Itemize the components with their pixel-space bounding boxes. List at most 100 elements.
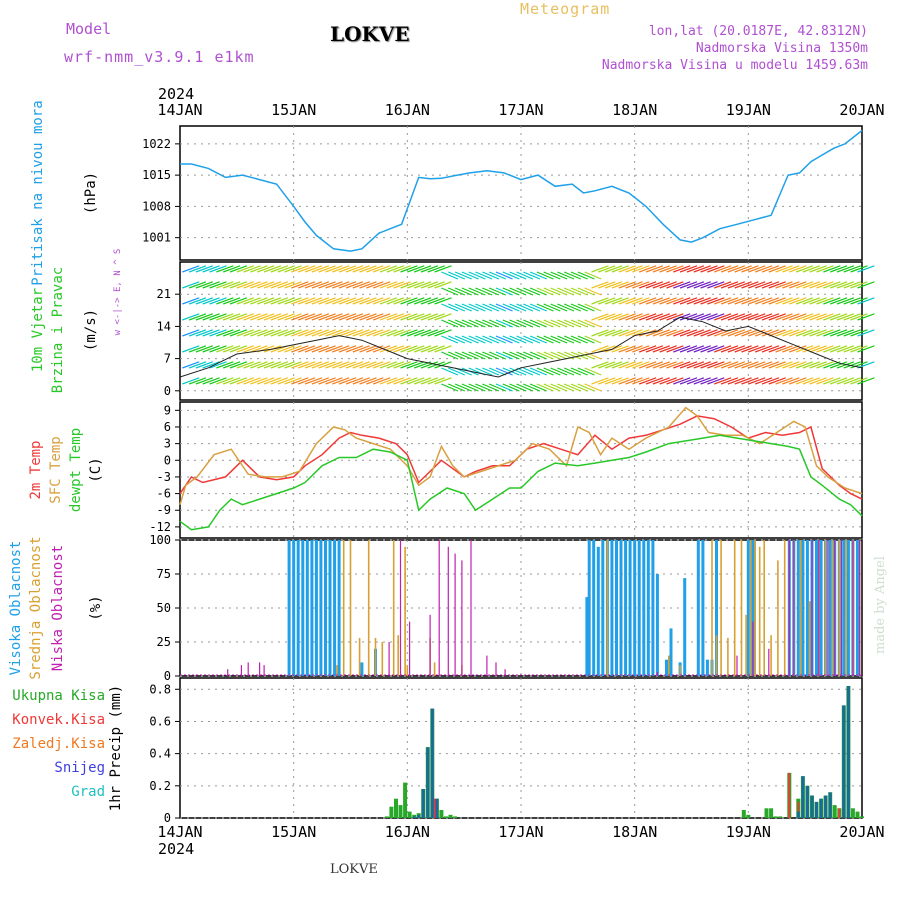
low-cloud-bar	[438, 540, 440, 676]
wind-arrow	[577, 383, 595, 392]
wind-arrow	[427, 265, 445, 273]
high-cloud-bar	[828, 540, 832, 676]
wind-arrow	[516, 303, 534, 312]
wind-arrow	[748, 361, 766, 369]
wind-arrow	[543, 287, 561, 296]
wind-arrow	[618, 313, 636, 321]
mid-cloud-bar	[381, 642, 384, 676]
x-date-label-top: 20JAN	[839, 101, 884, 119]
wind-arrow	[188, 361, 207, 369]
wind-arrow	[270, 281, 289, 289]
low-cloud-bar	[247, 662, 249, 676]
wind-arrow	[720, 361, 739, 369]
wind-arrow	[427, 297, 445, 305]
wind-arrow	[679, 281, 698, 289]
y-tick-label: 0.4	[149, 747, 171, 761]
mid-cloud-bar	[758, 546, 761, 676]
wind-arrow	[857, 329, 875, 337]
wind-arrow	[823, 329, 841, 337]
wind-arrow	[222, 361, 241, 369]
wind-arrow	[311, 265, 330, 273]
high-cloud-bar	[751, 540, 755, 676]
wind-arrow	[202, 345, 220, 353]
wind-arrow	[645, 297, 664, 305]
wind-arrow	[359, 281, 377, 289]
wind-arrow	[393, 265, 411, 273]
wind-arrow	[618, 361, 636, 369]
precip-total-bar	[389, 806, 394, 818]
mid-cloud-bar	[342, 540, 345, 676]
mid-cloud-bar	[763, 540, 765, 676]
wind-arrow	[679, 361, 698, 369]
wind-arrow	[673, 313, 691, 321]
x-date-label-bottom: 14JAN	[157, 823, 202, 841]
wind-arrow	[843, 329, 861, 337]
wind-arrow	[502, 351, 520, 360]
wind-arrow	[761, 313, 780, 321]
wind-arrow	[529, 383, 547, 392]
wind-arrow	[734, 329, 752, 337]
low-cloud-bar	[811, 540, 813, 676]
precip-total-bar	[855, 811, 860, 818]
wind-arrow	[379, 361, 398, 369]
wind-arrow	[338, 297, 357, 305]
wind-arrow	[795, 297, 814, 305]
wind-arrow	[441, 335, 459, 344]
wind-arrow	[318, 361, 336, 369]
wind-arrow	[768, 329, 786, 337]
wind-arrow	[257, 281, 275, 289]
wind-arrow	[229, 297, 248, 305]
wind-arrow	[386, 361, 405, 369]
y-tick-label: 0.8	[149, 682, 171, 696]
wind-arrow	[345, 329, 364, 337]
wind-arrow	[686, 281, 705, 289]
wind-arrow	[413, 345, 432, 353]
wind-arrow	[713, 265, 732, 273]
wind-arrow	[850, 345, 868, 353]
precip-snow-bar	[842, 705, 846, 818]
wind-arrow	[782, 297, 800, 305]
wind-arrow	[257, 297, 275, 305]
mid-cloud-bar	[754, 540, 756, 676]
low-cloud-bar	[859, 540, 861, 676]
wind-arrow	[789, 313, 807, 321]
wind-arrow	[625, 361, 643, 369]
wind-arrow	[325, 345, 343, 353]
wind-arrow	[284, 345, 302, 353]
wind-arrow	[250, 377, 268, 385]
wind-arrow	[475, 271, 493, 280]
wind-arrow	[543, 383, 561, 392]
wind-arrow	[543, 335, 561, 344]
wind-arrow	[741, 313, 759, 321]
wind-arrow	[345, 377, 364, 385]
wind-arrow	[352, 345, 370, 353]
wind-arrow	[195, 313, 214, 321]
wind-arrow	[734, 281, 752, 289]
wind-arrow	[713, 281, 732, 289]
wind-arrow	[277, 297, 295, 305]
wind-arrow	[311, 329, 330, 337]
wind-arrow	[741, 281, 759, 289]
wind-arrow	[632, 313, 650, 321]
mid-cloud-bar	[808, 601, 811, 676]
wind-arrow	[413, 329, 432, 337]
wind-arrow	[789, 297, 807, 305]
wind-arrow	[311, 297, 330, 305]
wind-arrow	[857, 377, 875, 385]
wind-arrow	[195, 281, 214, 289]
low-cloud-bar	[752, 621, 754, 676]
wind-arrow	[332, 265, 350, 273]
wind-arrow	[550, 287, 568, 296]
wind-arrow	[216, 361, 234, 369]
wind-arrow	[686, 329, 705, 337]
high-cloud-bar	[705, 659, 709, 676]
wind-arrow	[829, 297, 848, 305]
wind-arrow	[563, 351, 582, 360]
x-date-label-top: 17JAN	[498, 101, 543, 119]
wind-arrow	[638, 281, 657, 289]
wind-arrow	[202, 281, 220, 289]
wind-arrow	[523, 335, 541, 344]
wind-arrow	[543, 319, 561, 328]
high-cloud-bar	[287, 540, 291, 676]
